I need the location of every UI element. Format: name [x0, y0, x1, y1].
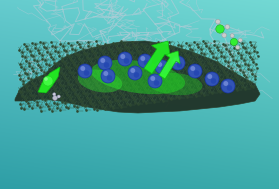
Polygon shape — [15, 41, 260, 113]
Circle shape — [161, 66, 166, 72]
Circle shape — [216, 19, 220, 24]
Circle shape — [98, 56, 112, 70]
Circle shape — [84, 70, 89, 76]
Circle shape — [44, 77, 48, 81]
Circle shape — [150, 76, 155, 81]
Circle shape — [103, 71, 108, 76]
Circle shape — [43, 76, 53, 86]
Circle shape — [238, 38, 242, 42]
Circle shape — [223, 81, 228, 86]
Circle shape — [205, 72, 219, 86]
Circle shape — [173, 58, 178, 63]
Circle shape — [177, 62, 182, 68]
Circle shape — [107, 75, 112, 81]
Circle shape — [148, 74, 162, 88]
Circle shape — [138, 54, 152, 68]
Circle shape — [130, 68, 135, 73]
Circle shape — [188, 64, 202, 78]
Circle shape — [140, 56, 145, 61]
Circle shape — [101, 69, 115, 83]
Circle shape — [194, 70, 199, 76]
Circle shape — [144, 60, 149, 66]
Circle shape — [230, 34, 234, 38]
Circle shape — [154, 80, 159, 86]
Circle shape — [190, 66, 195, 71]
Circle shape — [211, 78, 216, 84]
Circle shape — [78, 64, 92, 78]
Circle shape — [53, 96, 57, 100]
Circle shape — [227, 85, 232, 91]
Circle shape — [236, 45, 240, 49]
Circle shape — [134, 72, 139, 78]
Circle shape — [171, 56, 185, 70]
Circle shape — [221, 79, 235, 93]
Circle shape — [104, 62, 109, 68]
Circle shape — [225, 25, 230, 29]
Circle shape — [222, 33, 227, 38]
Polygon shape — [38, 67, 60, 93]
Circle shape — [230, 38, 238, 46]
Circle shape — [157, 62, 162, 67]
Circle shape — [216, 25, 224, 33]
Circle shape — [120, 54, 125, 59]
Circle shape — [118, 52, 132, 66]
Circle shape — [57, 95, 60, 98]
Circle shape — [100, 58, 105, 63]
Ellipse shape — [148, 73, 202, 95]
Circle shape — [128, 66, 142, 80]
Circle shape — [207, 74, 212, 79]
Circle shape — [53, 93, 56, 96]
Polygon shape — [159, 51, 180, 79]
Circle shape — [124, 58, 129, 64]
Circle shape — [155, 60, 169, 74]
Polygon shape — [144, 41, 170, 74]
Ellipse shape — [91, 60, 185, 94]
Circle shape — [80, 66, 85, 71]
Ellipse shape — [78, 70, 122, 93]
